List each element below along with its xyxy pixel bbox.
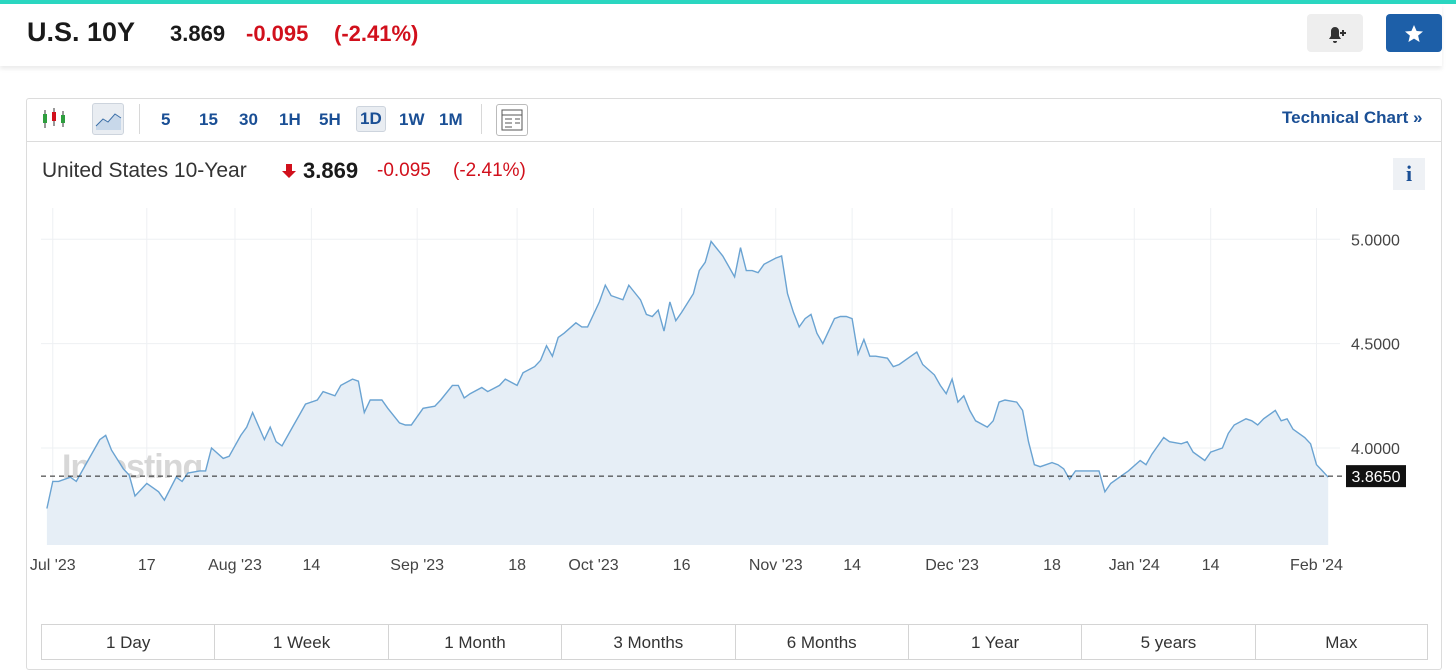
x-tick-label: 17 [138,557,156,574]
x-tick-label: 16 [673,557,691,574]
chart-price: 3.869 [303,158,359,183]
chart-change: -0.095 [377,160,431,181]
chart-title: United States 10-Year [42,159,247,182]
last-price-label: 3.8650 [1352,469,1401,486]
interval-button[interactable]: 1W [399,110,425,129]
line-icon [95,113,122,130]
link-text: Technical Chart [1282,108,1409,127]
bell-icon [1329,27,1346,43]
layout-button[interactable] [496,104,528,136]
y-tick-label: 4.5000 [1351,337,1400,354]
chart-toolbar [27,99,1441,142]
range-button[interactable]: 1 Month [387,624,562,660]
chart: Jul '23 17 Aug '23 14 Sep '23 18 Oct '23 16 Nov … [30,208,1406,574]
x-tick-label: 14 [1202,557,1220,574]
alert-button[interactable] [1307,14,1363,52]
area [46,241,1329,545]
x-tick-label: Oct '23 [568,557,618,574]
x-tick-label: 18 [508,557,526,574]
top-accent-bar [0,0,1456,4]
interval-button[interactable]: 5 [161,110,171,129]
x-tick-label: Aug '23 [208,557,262,574]
interval-button[interactable]: 15 [199,110,218,129]
range-button[interactable]: 1 Year [907,624,1082,660]
watchlist-button[interactable] [1386,14,1442,52]
y-tick-label: 4.0000 [1351,441,1400,458]
x-tick-label: Sep '23 [390,557,444,574]
x-tick-label: Nov '23 [749,557,803,574]
interval-button[interactable]: 5H [319,110,341,129]
down-arrow [282,163,296,184]
y-tick-label: 5.0000 [1351,232,1400,249]
price: 3.869 [170,21,226,46]
x-tick-label: Jan '24 [1109,557,1160,574]
line-chart-button[interactable] [92,103,124,135]
separator [481,104,482,134]
interval-button[interactable]: 1D [356,106,386,132]
layout-icon [501,109,523,131]
x-tick-label: 14 [843,557,861,574]
separator [139,104,140,134]
star-icon [1405,25,1423,42]
range-button[interactable]: 1 Week [214,624,388,660]
x-tick-label: Feb '24 [1290,557,1343,574]
interval-button[interactable]: 1H [279,110,301,129]
change-percent: (-2.41%) [334,21,419,46]
range-button[interactable]: 1 Day [41,624,215,660]
info-button[interactable]: i [1393,158,1425,190]
x-tick-label: Jul '23 [30,557,76,574]
symbol: U.S. 10Y [27,17,136,47]
range-button[interactable]: Max [1254,624,1428,660]
interval-button[interactable]: 30 [239,110,258,129]
range-button[interactable]: 6 Months [734,624,908,660]
range-button[interactable]: 5 years [1081,624,1255,660]
x-tick-label: 14 [302,557,320,574]
chart-change-percent: (-2.41%) [453,160,526,181]
x-tick-label: 18 [1043,557,1061,574]
candlestick-button[interactable] [40,104,70,134]
range-button[interactable]: 3 Months [561,624,735,660]
x-tick-label: Dec '23 [925,557,979,574]
price-line [46,239,1329,509]
link-arrow: » [1413,108,1423,127]
change: -0.095 [246,21,309,46]
technical-chart-link[interactable]: Technical Chart » [1282,108,1422,128]
last-price-box [1346,465,1406,488]
interval-button[interactable]: 1M [439,110,463,129]
candle-icon [43,108,65,128]
